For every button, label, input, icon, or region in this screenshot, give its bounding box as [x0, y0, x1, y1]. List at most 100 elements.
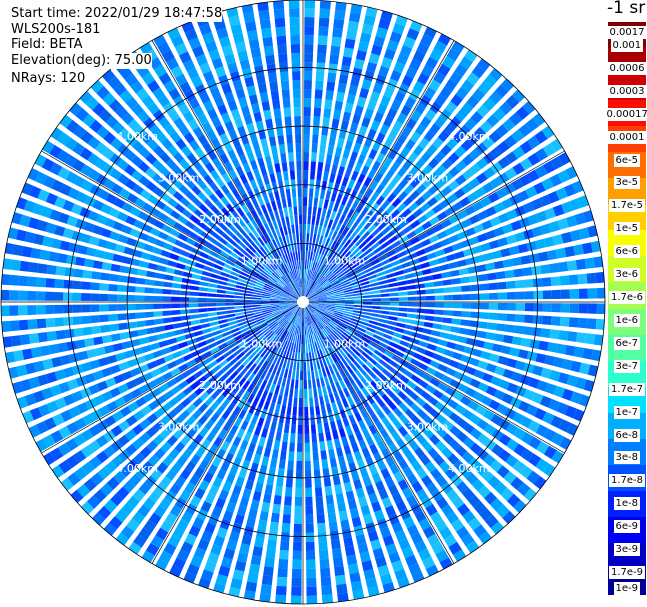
range-gate	[290, 35, 300, 45]
range-gate	[328, 63, 338, 74]
range-gate	[342, 111, 352, 122]
range-gate	[200, 230, 210, 240]
range-gate	[270, 274, 279, 282]
range-gate	[346, 554, 358, 566]
range-gate	[71, 390, 84, 403]
range-gate	[578, 303, 588, 314]
range-gate	[391, 431, 402, 442]
range-gate	[219, 133, 230, 144]
range-gate	[295, 487, 303, 497]
range-gate	[79, 91, 93, 105]
range-gate	[520, 157, 533, 171]
range-gate	[99, 293, 109, 302]
range-gate	[513, 427, 526, 440]
range-gate	[280, 255, 286, 265]
range-gate	[147, 262, 158, 271]
range-gate	[429, 377, 441, 387]
range-gate	[243, 431, 252, 442]
range-gate	[220, 440, 231, 452]
range-gate	[340, 65, 351, 76]
range-gate	[531, 327, 542, 337]
range-gate	[322, 171, 329, 182]
range-gate	[119, 331, 130, 340]
range-gate	[33, 360, 45, 373]
range-gate	[361, 351, 371, 360]
range-gate	[323, 285, 333, 291]
range-gate	[485, 514, 499, 529]
range-gate	[226, 180, 236, 191]
range-gate	[461, 311, 471, 318]
range-gate	[236, 207, 245, 217]
range-gate	[298, 206, 302, 216]
range-gate	[316, 504, 325, 515]
range-gate	[294, 306, 300, 315]
range-gate	[242, 250, 252, 259]
range-gate	[503, 471, 517, 485]
range-gate	[566, 260, 578, 271]
range-gate	[216, 27, 229, 40]
range-gate	[552, 204, 565, 217]
range-ring	[185, 184, 421, 420]
range-gate	[103, 445, 116, 458]
range-gate	[59, 114, 73, 129]
range-gate	[179, 81, 192, 94]
range-gate	[403, 267, 413, 274]
range-gate	[278, 558, 289, 569]
range-gate	[80, 362, 92, 373]
range-gate	[291, 270, 296, 280]
range-gate	[97, 466, 111, 480]
range-gate	[338, 323, 348, 330]
range-gate	[127, 276, 137, 284]
range-gate	[437, 256, 448, 264]
range-gate	[285, 322, 291, 331]
range-gate	[261, 300, 271, 302]
range-gate	[329, 530, 340, 541]
range-gate	[318, 264, 324, 274]
range-gate	[215, 394, 226, 405]
range-gate	[290, 242, 295, 253]
range-gate	[273, 313, 283, 319]
range-gate	[270, 307, 280, 311]
range-gate	[330, 192, 337, 202]
range-gate	[441, 324, 452, 332]
range-gate	[198, 402, 209, 413]
range-gate	[299, 307, 302, 317]
range-gate	[413, 80, 425, 93]
range-gate	[343, 344, 352, 353]
range-gate	[304, 397, 308, 407]
range-gate	[564, 345, 576, 357]
range-gate	[76, 402, 89, 414]
range-gate	[410, 131, 421, 143]
range-gate	[179, 489, 192, 502]
range-gate	[535, 238, 546, 250]
colorbar-tick-label: 1.7e-9	[609, 566, 646, 580]
range-gate	[289, 17, 300, 27]
range-gate	[349, 508, 360, 519]
range-gate	[251, 241, 259, 251]
range-gate	[167, 534, 181, 548]
range-gate	[276, 316, 285, 323]
range-gate	[535, 424, 549, 438]
range-gate	[299, 334, 302, 344]
range-gate	[306, 361, 310, 371]
range-gate	[335, 302, 345, 304]
range-gate	[328, 365, 335, 375]
range-gate	[320, 318, 328, 326]
range-gate	[271, 393, 278, 404]
range-gate	[306, 306, 313, 315]
range-gate	[304, 442, 311, 452]
range-gate	[237, 217, 246, 228]
range-gate	[375, 387, 385, 397]
range-gate	[318, 340, 324, 350]
range-gate	[422, 526, 436, 539]
range-gate	[432, 203, 443, 214]
range-gate	[497, 281, 507, 290]
range-gate	[369, 316, 380, 322]
range-gate	[465, 366, 477, 376]
range-gate	[155, 357, 166, 366]
range-gate	[298, 325, 301, 335]
range-gate	[446, 137, 459, 150]
range-gate	[585, 333, 596, 345]
range-gate	[235, 244, 245, 253]
range-gate	[449, 269, 460, 277]
